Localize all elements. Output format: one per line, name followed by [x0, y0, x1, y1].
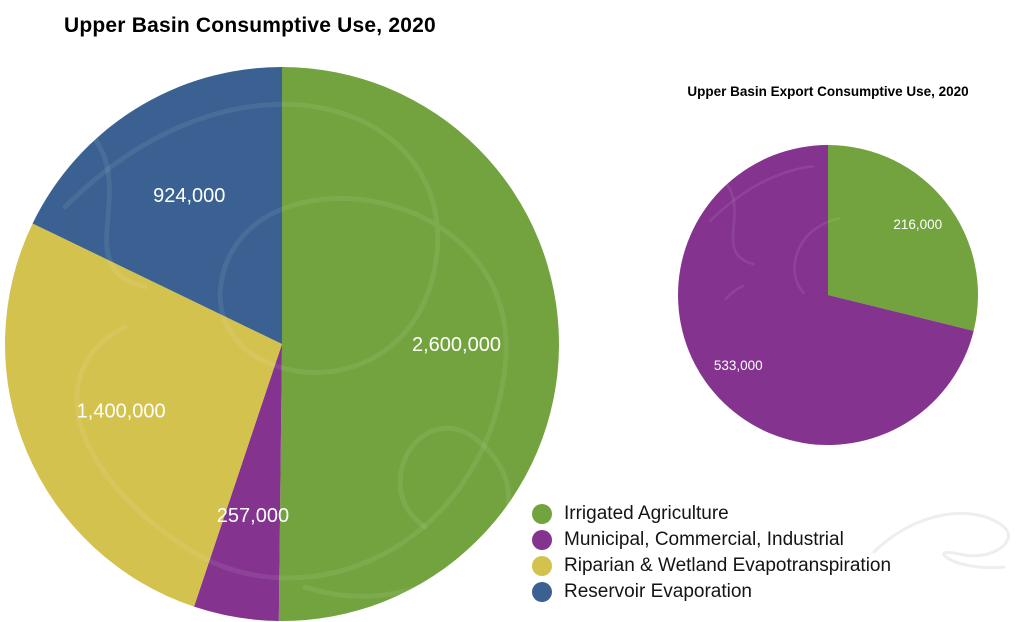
legend-swatch-icon: [532, 556, 552, 576]
pie-slice-irrigated-agriculture: [828, 145, 978, 331]
legend-swatch-icon: [532, 504, 552, 524]
legend-swatch-icon: [532, 530, 552, 550]
pie-slice-reservoir-evaporation: [32, 67, 282, 344]
export-pie-chart: 216,000 533,000: [678, 145, 978, 445]
legend-label: Riparian & Wetland Evapotranspiration: [564, 555, 892, 576]
pie-slice-municipal-commercial-industrial: [194, 344, 282, 621]
pie-texture-decoration: [62, 101, 511, 599]
pie-value-label-riparian-wetland-evapotranspiration: 1,400,000: [77, 401, 166, 423]
pie-value-label-irrigated-agriculture: 2,600,000: [412, 334, 501, 356]
pie-slice-irrigated-agriculture: [278, 67, 559, 621]
legend-label: Irrigated Agriculture: [564, 503, 729, 524]
main-pie-chart: 2,600,000 257,000 1,400,000 924,000: [5, 67, 559, 621]
pie-value-label-irrigated-agriculture: 216,000: [893, 217, 942, 232]
pie-texture-decoration: [709, 163, 841, 308]
pie-slice-municipal-commercial-industrial: [678, 145, 974, 445]
pie-slice-riparian-wetland-evapotranspiration: [5, 223, 282, 607]
legend-item-riparian-wetland-evapotranspiration: Riparian & Wetland Evapotranspiration: [532, 553, 891, 579]
legend-swatch-icon: [532, 582, 552, 602]
chart-legend: Irrigated Agriculture Municipal, Commerc…: [532, 501, 891, 605]
legend-item-irrigated-agriculture: Irrigated Agriculture: [532, 501, 891, 527]
pie-value-label-municipal-commercial-industrial: 533,000: [714, 358, 763, 373]
export-chart-title: Upper Basin Export Consumptive Use, 2020: [687, 84, 969, 99]
main-chart-title: Upper Basin Consumptive Use, 2020: [64, 14, 436, 37]
legend-label: Municipal, Commercial, Industrial: [564, 529, 844, 550]
pie-value-label-municipal-commercial-industrial: 257,000: [217, 505, 289, 527]
legend-label: Reservoir Evaporation: [564, 581, 752, 602]
legend-item-municipal-commercial-industrial: Municipal, Commercial, Industrial: [532, 527, 891, 553]
legend-item-reservoir-evaporation: Reservoir Evaporation: [532, 579, 891, 605]
pie-value-label-reservoir-evaporation: 924,000: [153, 185, 225, 207]
